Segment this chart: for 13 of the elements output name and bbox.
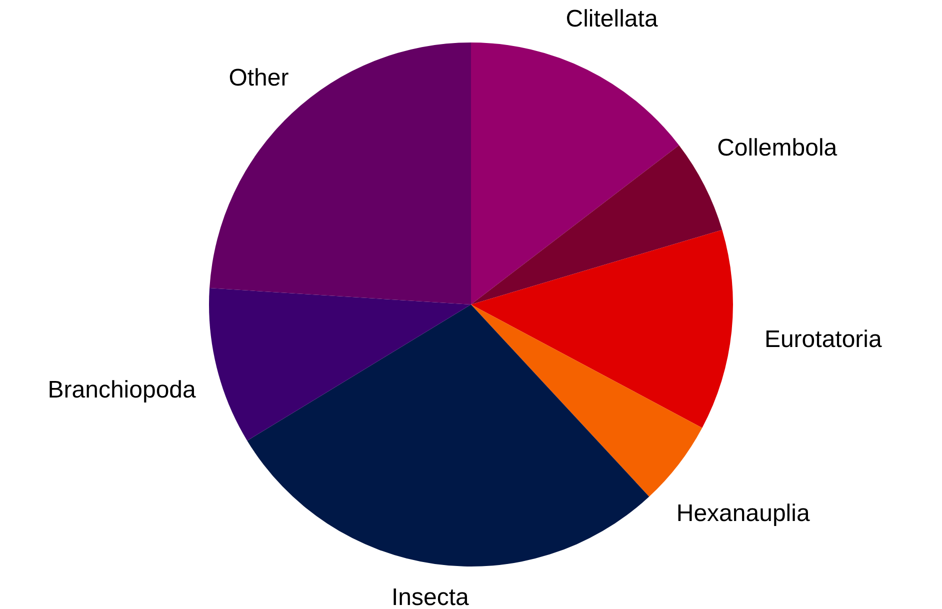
pie-slice (210, 42, 471, 304)
pie-slice (471, 42, 680, 304)
slice-label: Insecta (391, 584, 470, 609)
slice-label: Collembola (717, 134, 838, 162)
slice-label: Clitellata (566, 5, 658, 32)
pie-slice (209, 288, 471, 441)
slice-label: Other (228, 64, 289, 92)
slice-label: Eurotatoria (764, 326, 883, 354)
slice-label: Branchiopoda (48, 376, 197, 404)
pie-slice (471, 230, 733, 428)
pie-slice (247, 304, 650, 566)
slice-label: Hexanauplia (676, 500, 810, 528)
pie-slice (471, 304, 702, 497)
